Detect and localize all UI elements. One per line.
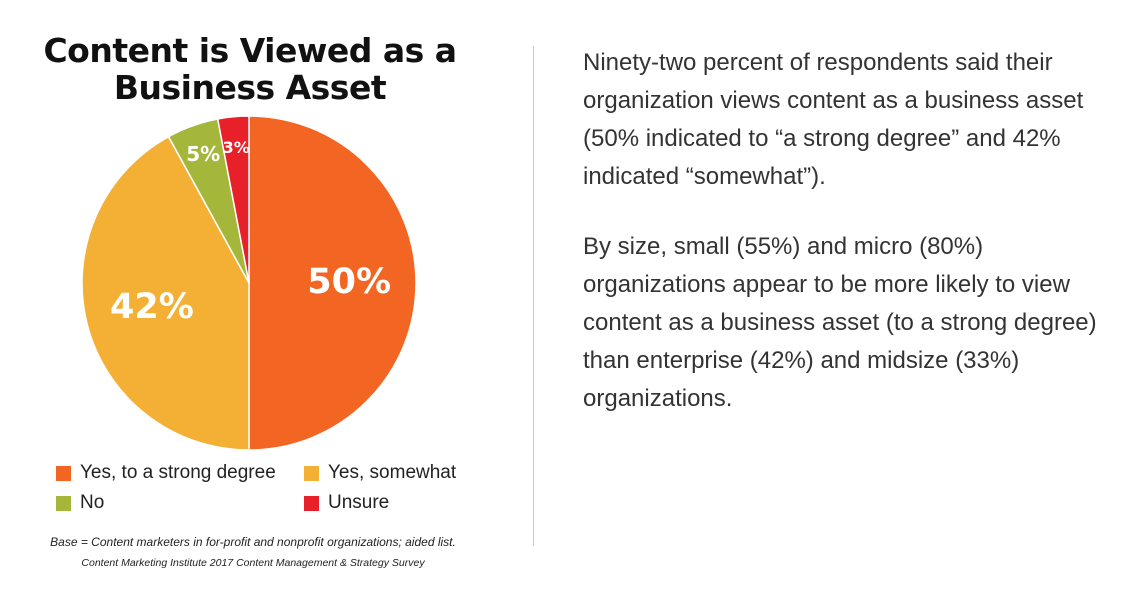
body-text: Ninety-two percent of respondents said t… — [583, 44, 1123, 450]
paragraph-2: By size, small (55%) and micro (80%) org… — [583, 233, 1097, 412]
legend-item-somewhat: Yes, somewhat — [304, 462, 456, 484]
legend-label: Unsure — [328, 492, 390, 513]
source-note: Content Marketing Institute 2017 Content… — [81, 557, 425, 569]
pie-slice — [216, 115, 250, 284]
legend-label: Yes, somewhat — [328, 462, 457, 483]
pie-slice — [81, 135, 250, 451]
legend-swatch — [56, 495, 71, 511]
divider — [533, 46, 534, 546]
legend-swatch — [56, 465, 71, 481]
legend-swatch — [304, 465, 319, 481]
legend-item-strong-degree: Yes, to a strong degree — [56, 462, 276, 484]
pie-chart: 50% 42% 5% 3% — [81, 115, 417, 451]
base-note: Base = Content marketers in for-profit a… — [50, 535, 456, 549]
legend-swatch — [304, 495, 319, 511]
legend-label: No — [80, 492, 105, 513]
paragraph-1: Ninety-two percent of respondents said t… — [583, 49, 1084, 190]
pie-slice — [248, 115, 417, 451]
legend-item-no: No — [56, 492, 104, 514]
slice-label: 5% — [186, 142, 220, 166]
slice-label: 42% — [110, 287, 194, 327]
legend-item-unsure: Unsure — [304, 492, 389, 514]
slice-label: 50% — [307, 262, 391, 302]
chart-title: Content is Viewed as a Business Asset — [43, 31, 457, 107]
legend-label: Yes, to a strong degree — [80, 462, 276, 483]
slice-label: 3% — [223, 138, 250, 157]
